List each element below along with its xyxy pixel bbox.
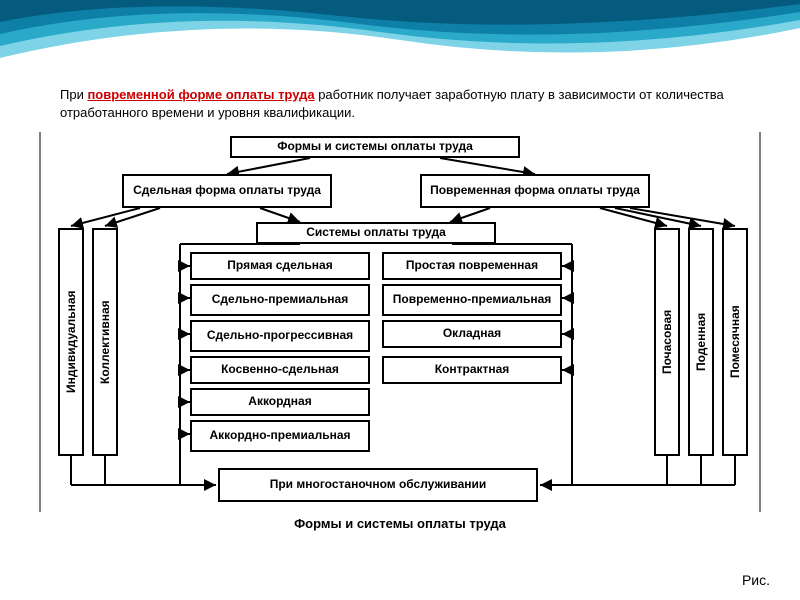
left-sys-1: Сдельно-премиальная (190, 284, 370, 316)
bottom-box: При многостаночном обслуживании (218, 468, 538, 502)
vright-2: Помесячная (722, 228, 748, 456)
vright-0: Почасовая (654, 228, 680, 456)
para-highlight: повременной форме оплаты труда (87, 87, 314, 102)
intro-paragraph: При повременной форме оплаты труда работ… (60, 86, 740, 121)
header-wave (0, 0, 800, 80)
left-sys-3: Косвенно-сдельная (190, 356, 370, 384)
title-box: Формы и системы оплаты труда (230, 136, 520, 158)
right-sys-2: Окладная (382, 320, 562, 348)
left-form-box: Сдельная форма оплаты труда (122, 174, 332, 208)
org-diagram: Формы и системы оплаты труда Сдельная фо… (0, 132, 800, 562)
left-sys-0: Прямая сдельная (190, 252, 370, 280)
para-prefix: При (60, 87, 87, 102)
slide-root: При повременной форме оплаты труда работ… (0, 0, 800, 600)
systems-box: Системы оплаты труда (256, 222, 496, 244)
left-sys-5: Аккордно-премиальная (190, 420, 370, 452)
diagram-caption: Формы и системы оплаты труда (240, 516, 560, 531)
right-form-box: Повременная форма оплаты труда (420, 174, 650, 208)
left-sys-4: Аккордная (190, 388, 370, 416)
right-sys-0: Простая повременная (382, 252, 562, 280)
right-sys-1: Повременно-премиальная (382, 284, 562, 316)
left-sys-2: Сдельно-прогрессивная (190, 320, 370, 352)
vleft-0: Индивидуальная (58, 228, 84, 456)
right-sys-3: Контрактная (382, 356, 562, 384)
vright-1: Поденная (688, 228, 714, 456)
figure-label: Рис. (742, 572, 770, 588)
vleft-1: Коллективная (92, 228, 118, 456)
